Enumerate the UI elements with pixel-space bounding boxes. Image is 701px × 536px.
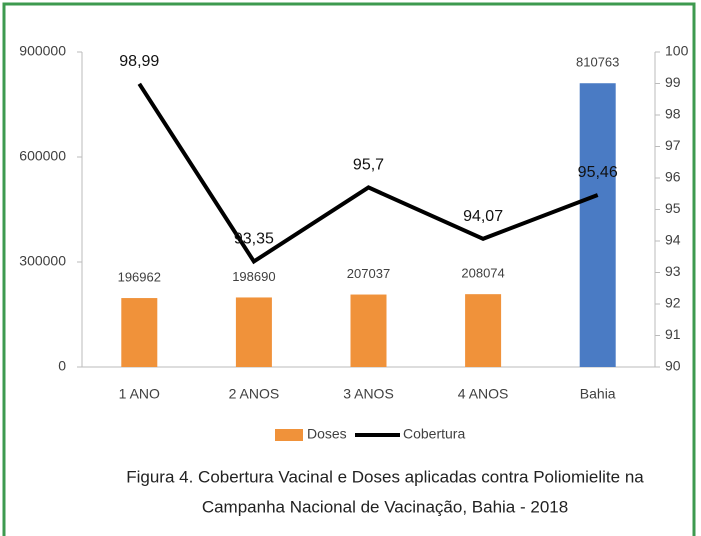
- bar-value-label: 198690: [232, 269, 275, 284]
- y2-tick-label: 95: [665, 200, 681, 216]
- bar-value-label: 196962: [118, 270, 161, 285]
- y2-tick-label: 99: [665, 74, 681, 90]
- bar: [465, 294, 502, 367]
- line-value-label: 94,07: [463, 208, 503, 225]
- y2-tick-label: 96: [665, 169, 681, 185]
- x-tick-label: 2 ANOS: [229, 386, 280, 402]
- caption-line: Campanha Nacional de Vacinação, Bahia - …: [202, 497, 568, 516]
- x-tick-label: 1 ANO: [119, 386, 160, 402]
- legend-label: Doses: [307, 426, 347, 442]
- line-value-label: 95,7: [353, 157, 384, 174]
- bar: [350, 294, 387, 367]
- y2-tick-label: 91: [665, 326, 681, 342]
- bar: [235, 297, 272, 367]
- legend-swatch: [275, 429, 303, 441]
- bar: [579, 83, 616, 368]
- line-value-label: 98,99: [119, 53, 159, 70]
- legend-label: Cobertura: [403, 426, 465, 442]
- y2-tick-label: 92: [665, 295, 681, 311]
- x-tick-label: 4 ANOS: [458, 386, 509, 402]
- y2-tick-label: 93: [665, 263, 681, 279]
- y-tick-label: 900000: [19, 43, 66, 59]
- y2-tick-label: 98: [665, 106, 681, 122]
- x-tick-label: 3 ANOS: [343, 386, 394, 402]
- y-tick-label: 600000: [19, 148, 66, 164]
- bar-value-label: 207037: [347, 266, 390, 281]
- x-tick-label: Bahia: [580, 386, 616, 402]
- y2-tick-label: 90: [665, 358, 681, 374]
- y2-tick-label: 97: [665, 137, 681, 153]
- line: [137, 82, 599, 265]
- bar: [121, 298, 158, 367]
- y-tick-label: 0: [58, 358, 66, 374]
- y2-tick-label: 100: [665, 43, 689, 59]
- line-value-label: 95,46: [578, 164, 618, 181]
- y2-tick-label: 94: [665, 232, 681, 248]
- caption-line: Figura 4. Cobertura Vacinal e Doses apli…: [126, 467, 644, 486]
- bar-value-label: 810763: [576, 55, 619, 70]
- line-value-label: 93,35: [234, 231, 274, 248]
- y-tick-label: 300000: [19, 253, 66, 269]
- bar-value-label: 208074: [461, 266, 504, 281]
